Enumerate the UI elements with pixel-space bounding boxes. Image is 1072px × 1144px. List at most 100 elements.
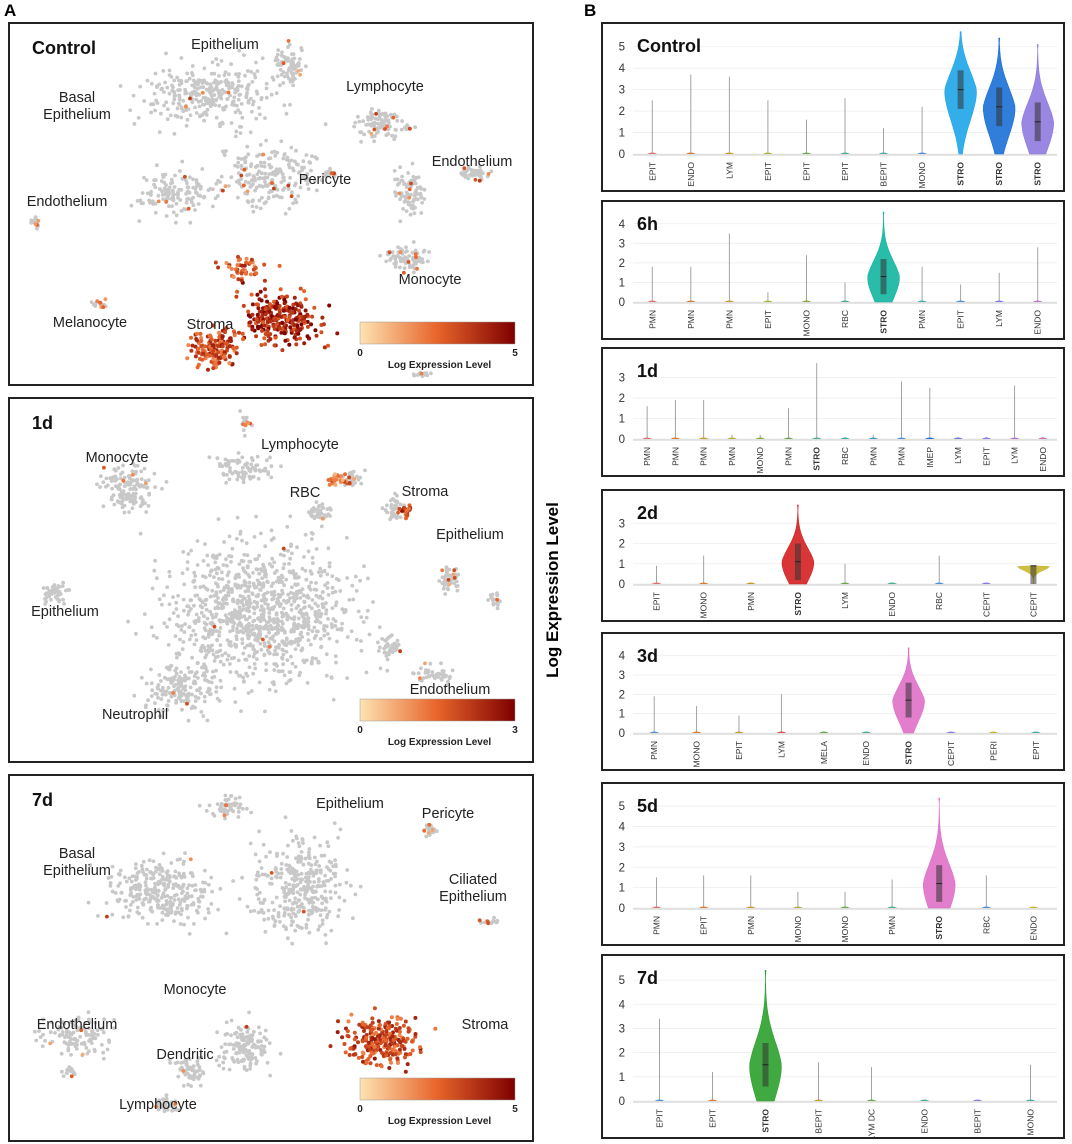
violin-base [972,1099,983,1101]
violin-base [861,731,872,733]
violin-base [994,300,1005,302]
cluster-label: Monocyte [86,450,149,466]
violin: BEPIT [972,1099,983,1134]
violin-base [934,582,945,584]
x-tick-label: STRO [994,162,1004,186]
y-tick-label: 3 [619,842,625,854]
violin: CEPIT [981,582,992,617]
violin-base [755,437,766,439]
y-axis: 0 1 2 3 4 5 [619,801,1057,915]
violin-base [917,152,928,154]
violin: RBC [934,555,945,610]
cluster-label: Stroma [187,317,235,333]
x-tick-label: ENDO [686,162,696,187]
x-tick-label: PMN [724,310,734,329]
x-tick-label: LYM DC [867,1109,877,1137]
x-tick-label: PMN [897,447,907,466]
cluster-label: Monocyte [164,982,227,998]
x-tick-label: PMN [868,447,878,466]
x-tick-label: PMN [647,310,657,329]
violin-base [801,300,812,302]
violin-base [745,906,756,908]
violin: STRO [892,647,925,765]
violin-base [776,731,787,733]
panel-a-letter: A [4,1,17,20]
cluster-label: Melanocyte [53,315,127,331]
y-tick-label: 3 [619,670,625,682]
violin: PMN [670,400,681,466]
violin: PMN [724,233,735,329]
violin: PMN [649,696,660,760]
violin: STRO [812,363,822,471]
violin-base [724,300,735,302]
y-axis: 0 1 2 3 [619,372,1057,446]
x-tick-label: STRO [812,447,822,471]
x-tick-label: STRO [879,310,889,334]
x-tick-label: EPIT [763,310,773,329]
violin: PMN [887,879,898,935]
panel-b-letter: B [584,1,597,20]
cluster-label: Ciliated Epithelium [439,872,507,905]
violin: PMN [783,408,794,466]
x-tick-label: STRO [904,741,914,765]
x-tick-label: RBC [981,916,991,934]
umap-control: Control Epithelium Basal Epithelium Lymphocy… [8,22,534,386]
x-tick-label: MONO [699,592,709,619]
y-tick-label: 2 [619,393,625,405]
violin-base [685,300,696,302]
violin: LYM DC [866,1067,877,1137]
y-tick-label: 0 [619,297,625,309]
violin: MONO [792,891,803,942]
cluster-label: RBC [290,485,321,501]
violin: STRO [922,797,956,940]
y-tick-label: 1 [619,413,625,425]
expressing-cells [102,420,500,706]
violin-body [922,797,956,909]
x-tick-label: MONO [917,162,927,189]
x-tick-label: ENDO [1033,310,1043,335]
x-tick-label: EPIT [699,916,709,935]
violin-base [698,437,709,439]
color-legend: 0 5 Log Expression Level [357,321,518,371]
violin-base [726,437,737,439]
violin-base [1030,731,1041,733]
violin: STRO [867,211,900,334]
violin: EPIT [734,715,744,760]
violin-base [981,437,992,439]
violin-base [811,437,822,439]
violin: PMN [868,434,878,466]
violin-base [840,300,850,302]
x-tick-label: PMN [727,447,737,466]
x-tick-label: MONO [692,741,702,768]
y-tick-label: 5 [619,975,625,987]
violin: STRO [781,504,815,616]
violin: PMN [726,434,737,466]
x-tick-label: LYM [1010,447,1020,464]
cluster-label: Monocyte [399,272,462,288]
violin: EPIT [763,100,773,181]
violin: PMN [698,400,709,466]
x-tick-label: EPIT [734,741,744,760]
y-tick-label: 4 [619,999,626,1011]
violin-base [647,300,658,302]
violin-base [813,1099,824,1101]
violin: EPIT [707,1071,718,1128]
y-axis: 0 1 2 3 4 [619,651,1057,740]
cluster-label: Dendritic [156,1047,213,1063]
violin: PERI [988,731,999,761]
x-tick-label: STRO [761,1109,771,1133]
violin-base [981,582,992,584]
violin-title: 6h [637,214,658,234]
cluster-label: Epithelium [316,796,384,812]
violin-3d: 0 1 2 3 4 3d PMN MONO EPIT LYM MELA ENDO STRO CEPIT PE… [601,632,1065,771]
violin: EPIT [763,292,773,329]
cluster-label: Stroma [462,1017,510,1033]
violin-control: 0 1 2 3 4 5 Control EPIT ENDO LYM EPIT EPIT EPIT BEPI… [601,22,1065,192]
y-tick-label: 1 [619,277,625,289]
legend-gradient-bar [359,698,516,722]
color-legend: 0 5 Log Expression Level [357,1077,518,1127]
x-tick-label: PMN [887,916,897,935]
gray-cells [29,42,494,379]
y-tick-label: 0 [619,579,625,591]
y-axis: 0 1 2 3 4 5 [619,975,1057,1108]
